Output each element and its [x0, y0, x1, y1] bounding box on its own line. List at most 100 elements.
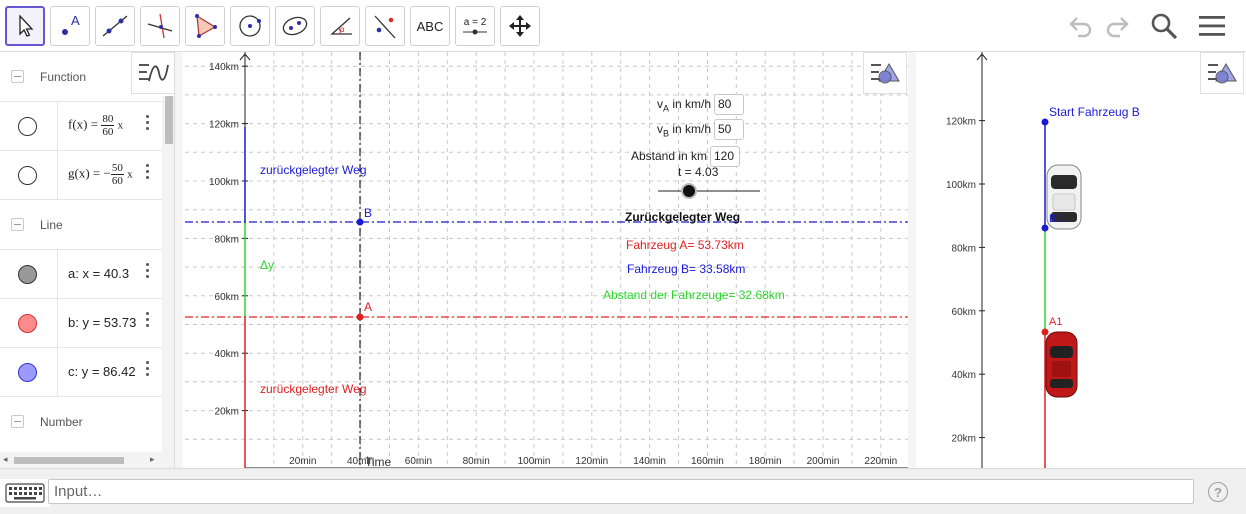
splitter[interactable]: [908, 52, 916, 468]
visibility-marble-icon[interactable]: [18, 117, 37, 136]
redo-button[interactable]: [1102, 10, 1134, 42]
slider-label: t = 4.03: [678, 165, 719, 179]
slider-tool-label: a = 2: [463, 16, 487, 28]
move-graphics-view-tool[interactable]: [500, 6, 540, 46]
group-line[interactable]: Line: [0, 200, 162, 250]
y-tick-label: 120km: [946, 117, 976, 128]
menu-button[interactable]: [1196, 10, 1228, 42]
algebra-item-c[interactable]: c: y = 86.42: [0, 348, 162, 397]
graphics-canvas[interactable]: 140km 120km 100km 80km 60km 40km 20km 20min 40m…: [185, 52, 908, 468]
more-options-icon[interactable]: [146, 263, 150, 283]
car-a-icon: [1045, 331, 1078, 398]
x-tick-label: 120min: [575, 456, 608, 467]
more-options-icon[interactable]: [146, 115, 150, 135]
group-number[interactable]: Number: [0, 397, 162, 440]
point-b1-label: B1: [1049, 213, 1062, 225]
scrollbar-thumb[interactable]: [165, 96, 173, 144]
scroll-left-icon[interactable]: ◂: [3, 454, 8, 464]
y-tick-label: 60km: [952, 307, 976, 318]
algebra-item-g[interactable]: g(x) = −50 60 x: [0, 151, 162, 200]
x-tick-labels: 20min 40min 60min 80min 100min 120min 140min 16…: [289, 456, 897, 467]
divider: [57, 151, 58, 199]
input-field[interactable]: Input…: [48, 479, 1194, 504]
x-tick-label: 220min: [864, 456, 897, 467]
line-tool[interactable]: [95, 6, 135, 46]
help-icon[interactable]: ?: [1208, 482, 1228, 502]
y-tick-labels: 120km 100km 80km 60km 40km 20km: [946, 117, 985, 445]
keyboard-button[interactable]: [0, 479, 50, 507]
text-tool[interactable]: ABC: [410, 6, 450, 46]
undo-button[interactable]: [1064, 10, 1096, 42]
point-a[interactable]: [356, 313, 364, 321]
car-b-icon: [1046, 164, 1082, 230]
collapse-icon[interactable]: [11, 218, 24, 231]
start-point-b[interactable]: [1041, 118, 1049, 126]
y-tick-label: 120km: [209, 120, 239, 131]
slider-tool[interactable]: a = 2: [455, 6, 495, 46]
va-input[interactable]: 80: [714, 94, 744, 115]
perpendicular-line-tool[interactable]: [140, 6, 180, 46]
circle-tool[interactable]: [230, 6, 270, 46]
perpendicular-line-icon: [147, 13, 173, 39]
group-label: Number: [40, 414, 83, 429]
point-b[interactable]: [356, 218, 364, 226]
algebra-style-button[interactable]: [131, 52, 174, 94]
graphics-canvas-2[interactable]: 120km 100km 80km 60km 40km 20km Start Fahrzeu…: [916, 52, 1246, 468]
scroll-right-icon[interactable]: ▸: [150, 454, 155, 464]
more-options-icon[interactable]: [146, 361, 150, 381]
point-a-label: A: [364, 300, 372, 314]
point-a1[interactable]: [1041, 328, 1049, 336]
abstand-label: Abstand in km: [631, 149, 708, 163]
function-f-prefix: f(x) =: [68, 116, 102, 132]
variable: x: [117, 119, 124, 132]
undo-icon: [1069, 17, 1092, 38]
move-arrows-icon: [509, 15, 531, 37]
polygon-tool[interactable]: [185, 6, 225, 46]
scrollbar-thumb[interactable]: [14, 457, 124, 464]
algebra-item-b[interactable]: b: y = 53.73: [0, 299, 162, 348]
info-title: Zurückgelegter Weg: [625, 210, 740, 224]
visibility-marble-icon[interactable]: [18, 265, 37, 284]
graphics-view-2[interactable]: 120km 100km 80km 60km 40km 20km Start Fahrzeu…: [916, 52, 1246, 468]
divider: [57, 348, 58, 396]
collapse-icon[interactable]: [11, 70, 24, 83]
more-options-icon[interactable]: [146, 312, 150, 332]
y-tick-label: 100km: [209, 177, 239, 188]
horizontal-scrollbar[interactable]: ◂ ▸: [0, 452, 162, 468]
y-tick-label: 100km: [946, 180, 976, 191]
graphics-view-1[interactable]: 140km 120km 100km 80km 60km 40km 20km 20min 40m…: [185, 52, 908, 468]
graphics2-style-button[interactable]: [1200, 52, 1244, 94]
numerator: 50: [110, 162, 124, 175]
algebra-list: Function f(x) = 80 60 x g(x) = −50 60 x Li…: [0, 52, 162, 440]
y-tick-labels: 140km 120km 100km 80km 60km 40km 20km: [209, 62, 248, 418]
vertical-scrollbar[interactable]: [162, 96, 174, 468]
abstand-input[interactable]: 120: [710, 146, 740, 167]
keyboard-icon: [5, 483, 45, 503]
visibility-marble-icon[interactable]: [18, 363, 37, 382]
graphics-style-button[interactable]: [863, 52, 907, 94]
vb-input[interactable]: 50: [714, 119, 744, 140]
reflect-tool[interactable]: [365, 6, 405, 46]
visibility-marble-icon[interactable]: [18, 314, 37, 333]
splitter[interactable]: [175, 52, 183, 468]
group-function[interactable]: Function: [0, 52, 162, 102]
function-f-definition: f(x) = 80 60 x: [68, 113, 123, 138]
algebra-item-f[interactable]: f(x) = 80 60 x: [0, 102, 162, 151]
move-tool[interactable]: [5, 6, 45, 46]
algebra-item-a[interactable]: a: x = 40.3: [0, 250, 162, 299]
point-tool[interactable]: A: [50, 6, 90, 46]
polygon-icon: [195, 14, 217, 38]
collapse-icon[interactable]: [11, 415, 24, 428]
x-tick-label: 180min: [749, 456, 782, 467]
point-b1[interactable]: [1041, 224, 1049, 232]
search-button[interactable]: [1148, 10, 1180, 42]
more-options-icon[interactable]: [146, 164, 150, 184]
ellipse-tool[interactable]: [275, 6, 315, 46]
slider-knob[interactable]: [683, 185, 695, 197]
variable: x: [127, 168, 133, 181]
y-tick-label: 20km: [215, 407, 239, 418]
y-axis-arrow-icon: [976, 53, 988, 61]
line-b-definition: b: y = 53.73: [68, 315, 137, 330]
visibility-marble-icon[interactable]: [18, 166, 37, 185]
angle-tool[interactable]: α: [320, 6, 360, 46]
